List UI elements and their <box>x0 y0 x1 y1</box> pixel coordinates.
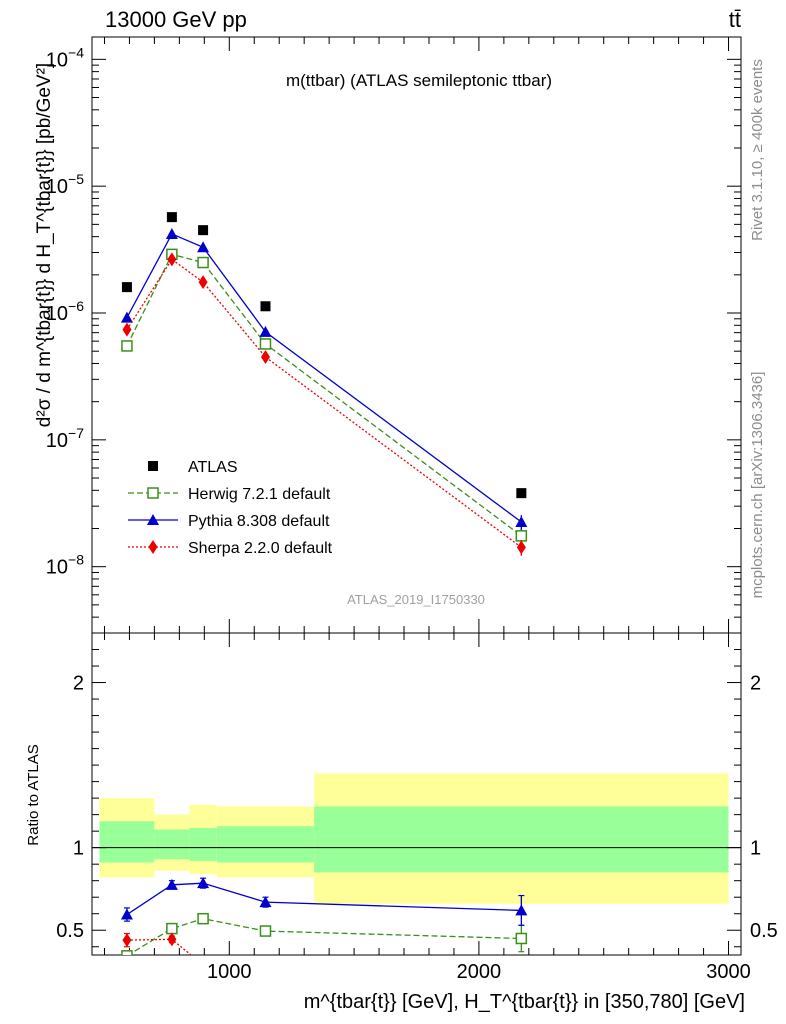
ratio-point-pythia-4 <box>515 904 528 916</box>
ratio-panel: 1000 2000 3000 0.5 0.5 1 1 2 2 <box>56 632 778 987</box>
main-panel: 10−8 10−7 10−6 10−5 10−4 <box>46 36 742 955</box>
ratio-frame <box>91 632 742 956</box>
legend-marker-atlas <box>148 461 158 471</box>
y-tick-label-0: 10−8 <box>46 552 84 579</box>
ratio-band-inner-1 <box>154 829 190 860</box>
ratio-series-group <box>120 877 528 987</box>
legend-label-atlas: ATLAS <box>188 459 238 476</box>
x-axis-label: m^{tbar{t}} [GeV], H_T^{tbar{t}} in [350… <box>304 991 745 1013</box>
ratio-tick-label-left-2: 2 <box>73 673 84 695</box>
ratio-point-herwig-0 <box>121 950 133 955</box>
y-axis-label: d²σ / d m^{tbar{t}} d H_T^{tbar{t}} [pb/… <box>34 63 55 427</box>
legend-label-herwig: Herwig 7.2.1 default <box>188 486 331 503</box>
rivet-label: Rivet 3.1.10, ≥ 400k events <box>749 59 766 241</box>
legend-marker-sherpa <box>148 540 158 554</box>
ratio-point-pythia-0 <box>120 908 133 920</box>
y-ticks <box>92 58 741 634</box>
point-sherpa-1 <box>167 252 177 267</box>
ratio-point-herwig-1 <box>166 922 178 935</box>
point-sherpa-2 <box>198 275 208 290</box>
x-ticks <box>103 37 730 955</box>
point-herwig-0 <box>121 340 133 352</box>
ratio-tick-label-left-0: 0.5 <box>56 920 84 942</box>
legend-marker-herwig <box>147 487 159 499</box>
ratio-point-herwig-3 <box>259 925 272 937</box>
series-line-pythia <box>126 233 522 523</box>
ratio-point-pythia-1 <box>165 878 178 890</box>
series-line-sherpa <box>126 258 522 548</box>
point-atlas-1 <box>166 212 177 223</box>
series-line-herwig <box>126 253 522 537</box>
ratio-band-inner-0 <box>99 821 155 863</box>
y-tick-label-3: 10−5 <box>46 171 84 198</box>
point-atlas-0 <box>121 282 132 293</box>
legend-label-sherpa: Sherpa 2.2.0 default <box>188 540 333 557</box>
ratio-point-sherpa-0 <box>122 933 132 948</box>
point-pythia-4 <box>515 516 528 528</box>
ratio-point-sherpa-3 <box>261 965 270 979</box>
x-tick-label-1: 2000 <box>457 961 502 983</box>
ratio-band-inner-2 <box>189 827 217 861</box>
series-group <box>120 212 528 556</box>
ratio-y-ticks <box>92 632 741 948</box>
point-sherpa-0 <box>122 322 132 337</box>
point-atlas-2 <box>198 225 209 236</box>
plot-title: m(ttbar) (ATLAS semileptonic ttbar) <box>286 71 552 90</box>
point-atlas-4 <box>516 488 527 499</box>
ratio-point-sherpa-4 <box>517 973 526 987</box>
ratio-tick-label-right-2: 2 <box>750 673 761 695</box>
process-label: tt̄ <box>729 7 741 32</box>
ratio-tick-label-right-1: 1 <box>750 838 761 860</box>
ratio-point-herwig-2 <box>197 912 209 925</box>
ratio-line-herwig <box>127 918 522 955</box>
y-tick-label-4: 10−4 <box>46 44 84 71</box>
ratio-tick-label-left-1: 1 <box>73 838 84 860</box>
x-tick-label-2: 3000 <box>706 961 751 983</box>
x-tick-label-0: 1000 <box>207 961 252 983</box>
ratio-point-sherpa-1 <box>167 932 177 947</box>
y-tick-label-2: 10−6 <box>46 298 84 325</box>
point-herwig-3 <box>259 338 272 350</box>
analysis-id: ATLAS_2019_I1750330 <box>347 592 485 607</box>
point-herwig-4 <box>515 530 528 542</box>
ratio-point-pythia-3 <box>259 896 272 908</box>
point-herwig-2 <box>197 256 209 269</box>
point-pythia-3 <box>259 325 272 337</box>
point-sherpa-3 <box>260 349 270 364</box>
ratio-point-pythia-2 <box>197 877 210 889</box>
ratio-line-sherpa <box>126 938 193 955</box>
ratio-band-inner-3 <box>216 826 315 863</box>
ratio-y-axis-label: Ratio to ATLAS <box>25 744 42 845</box>
ratio-tick-label-right-0: 0.5 <box>750 920 778 942</box>
legend-label-pythia: Pythia 8.308 default <box>188 513 330 530</box>
legend: ATLAS Herwig 7.2.1 default Pythia 8.308 de… <box>128 459 333 557</box>
mcplots-label: mcplots.cern.ch [arXiv:1306.3436] <box>749 372 766 599</box>
ratio-bands <box>99 773 729 904</box>
legend-marker-pythia <box>147 514 159 525</box>
ratio-point-herwig-4 <box>515 932 528 945</box>
point-pythia-1 <box>165 227 178 239</box>
ratio-band-inner-4 <box>314 806 729 873</box>
point-pythia-2 <box>197 241 210 253</box>
point-sherpa-4 <box>516 540 526 555</box>
point-atlas-3 <box>260 301 271 312</box>
beam-label: 13000 GeV pp <box>105 7 247 32</box>
point-pythia-0 <box>120 311 133 323</box>
y-tick-label-1: 10−7 <box>46 425 84 452</box>
